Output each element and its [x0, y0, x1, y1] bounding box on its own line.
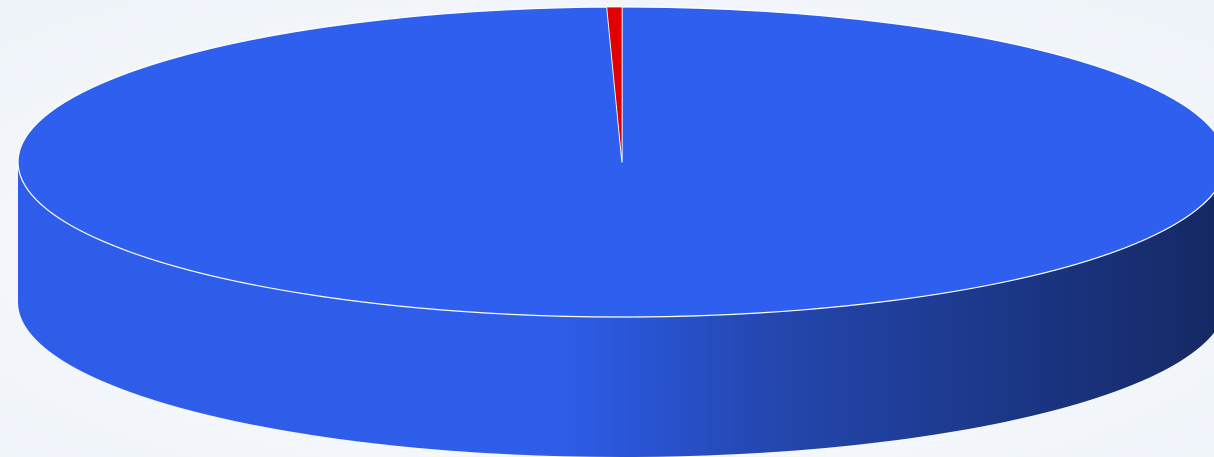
pie-side-wall [18, 162, 1214, 457]
pie-slice-1 [606, 6, 623, 163]
pie-side [18, 162, 1214, 457]
pie-top [17, 6, 1214, 318]
pie-slice-0 [17, 6, 1214, 318]
